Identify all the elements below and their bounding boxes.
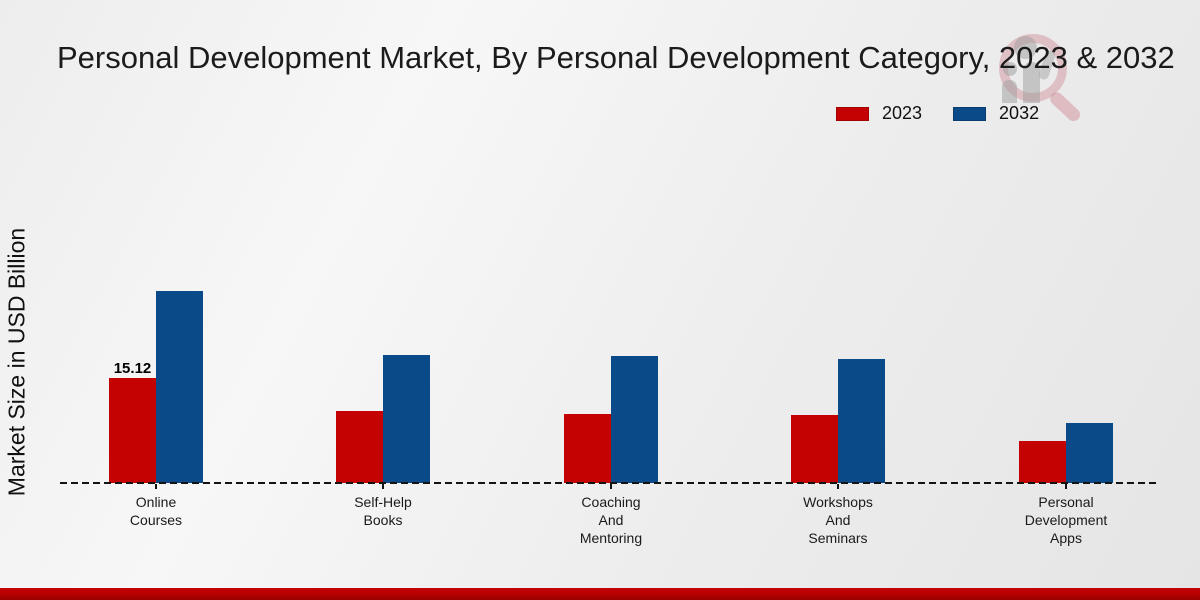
watermark-figure-head-icon	[1014, 36, 1037, 59]
y-axis-label: Market Size in USD Billion	[3, 227, 30, 497]
legend-swatch-2023	[836, 106, 869, 121]
value-label-2023-online-courses: 15.12	[113, 360, 152, 377]
legend-label-2032: 2032	[999, 103, 1040, 123]
category-label-workshops-and-seminars: Workshops And Seminars	[803, 494, 873, 546]
x-axis-tick-coaching-and-mentoring	[610, 484, 612, 489]
watermark-figure-head-small-icon	[1003, 62, 1017, 76]
x-axis-tick-self-help-books	[382, 484, 384, 489]
x-axis-tick-online-courses	[155, 484, 157, 489]
category-label-online-courses: Online Courses	[129, 494, 183, 528]
legend-label-2023: 2023	[882, 103, 923, 123]
bar-2032-self-help-books	[383, 355, 430, 483]
category-label-coaching-and-mentoring: Coaching And Mentoring	[579, 494, 643, 546]
legend-swatch-2032	[953, 106, 987, 121]
bar-2023-online-courses	[109, 378, 156, 483]
watermark-bar-tall-icon	[1023, 62, 1040, 103]
bar-2023-personal-development-apps	[1019, 441, 1066, 483]
bar-2023-self-help-books	[336, 411, 383, 483]
bar-2032-personal-development-apps	[1066, 423, 1113, 483]
category-label-personal-development-apps: Personal Development Apps	[1024, 494, 1108, 546]
bar-2032-workshops-and-seminars	[838, 359, 885, 483]
bar-2023-workshops-and-seminars	[791, 415, 838, 483]
bar-2032-online-courses	[156, 291, 203, 483]
bar-2032-coaching-and-mentoring	[611, 356, 658, 483]
watermark-bar-small-icon	[1002, 80, 1017, 103]
legend-item-2032: 2032	[953, 103, 1039, 124]
x-axis-baseline	[60, 482, 1157, 484]
x-axis-tick-workshops-and-seminars	[837, 484, 839, 489]
chart-title: Personal Development Market, By Personal…	[57, 40, 1175, 75]
x-axis-tick-personal-development-apps	[1065, 484, 1067, 489]
legend: 2023 2032	[836, 103, 1039, 124]
category-label-self-help-books: Self-Help Books	[354, 494, 412, 528]
bar-2023-coaching-and-mentoring	[564, 414, 611, 483]
legend-item-2023: 2023	[836, 103, 922, 124]
footer-accent-bar	[0, 588, 1200, 600]
